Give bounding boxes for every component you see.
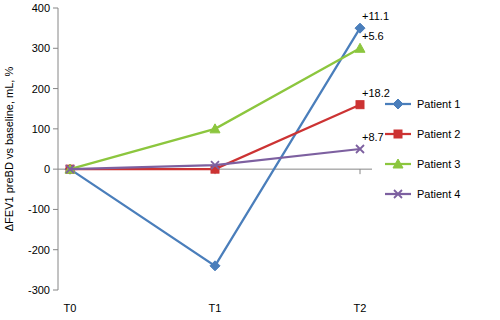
marker [355, 43, 365, 52]
y-tick [53, 209, 58, 210]
y-tick-label: 200 [32, 83, 50, 95]
y-tick-label: -300 [28, 284, 50, 296]
annotation: +8.7 [362, 131, 384, 143]
legend-marker [393, 99, 403, 109]
y-tick [53, 249, 58, 250]
legend-label: Patient 1 [417, 98, 460, 110]
legend-label: Patient 3 [417, 158, 460, 170]
chart-svg: -300 -200 -100 0 100 200 300 400 T0 T1 T2 ΔFEV1 pre… [0, 0, 500, 320]
y-tick-label: -200 [28, 244, 50, 256]
annotation: +11.1 [362, 10, 389, 22]
marker [356, 101, 364, 109]
marker [66, 165, 74, 173]
y-tick [53, 88, 58, 89]
y-tick [53, 8, 58, 9]
y-tick-label: 400 [32, 2, 50, 14]
legend-label: Patient 2 [417, 128, 460, 140]
legend-label: Patient 4 [417, 188, 460, 200]
marker [211, 161, 219, 169]
y-axis-line [58, 8, 59, 290]
legend: Patient 1 Patient 2 Patient 3 Patient 4 [385, 98, 460, 200]
marker [210, 261, 220, 271]
marker [210, 124, 220, 133]
series-line [70, 48, 360, 169]
legend-marker [394, 130, 402, 138]
annotations: +11.1 +18.2 +5.6 +8.7 [362, 10, 390, 143]
x-tick-label: T2 [354, 302, 367, 314]
legend-marker [394, 190, 402, 198]
y-tick [53, 48, 58, 49]
series-line [70, 28, 360, 266]
annotation: +18.2 [362, 87, 390, 99]
y-tick-label: 300 [32, 42, 50, 54]
y-tick [53, 290, 58, 291]
series-line [70, 105, 360, 169]
x-tick-label: T1 [209, 302, 222, 314]
y-tick [53, 169, 58, 170]
y-tick-label: 0 [44, 163, 50, 175]
annotation: +5.6 [362, 30, 384, 42]
y-axis-label: ΔFEV1 preBD vs baseline, mL, % [3, 67, 15, 232]
y-tick-label: -100 [28, 203, 50, 215]
plot-area [65, 23, 365, 271]
x-tick [360, 169, 361, 174]
series-line [70, 149, 360, 169]
marker [356, 145, 364, 153]
y-tick-label: 100 [32, 123, 50, 135]
legend-marker [393, 159, 403, 168]
y-tick [53, 128, 58, 129]
chart-root: -300 -200 -100 0 100 200 300 400 T0 T1 T2 ΔFEV1 pre… [0, 0, 500, 320]
x-tick-label: T0 [64, 302, 77, 314]
